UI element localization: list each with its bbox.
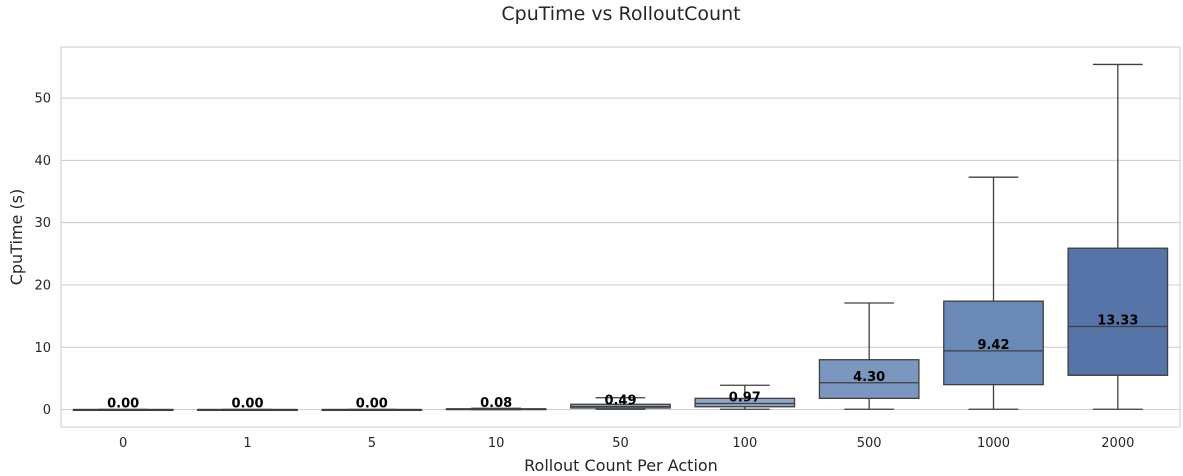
x-axis-label: Rollout Count Per Action: [524, 456, 718, 475]
x-tick-label: 2000: [1101, 436, 1134, 451]
chart-title: CpuTime vs RolloutCount: [501, 3, 740, 25]
x-tick-label: 1000: [977, 436, 1010, 451]
median-label: 0.97: [729, 391, 761, 406]
x-tick-label: 500: [857, 436, 882, 451]
box-group: 4.30: [818, 302, 920, 410]
y-tick-label: 40: [34, 154, 51, 169]
box-group: 9.42: [943, 176, 1044, 410]
x-tick-label: 0: [119, 436, 127, 451]
box-iqr: [818, 359, 920, 399]
box-iqr: [1067, 247, 1169, 376]
x-tick-label: 50: [612, 436, 629, 451]
y-tick-labels: 0 10 20 30 40 50: [34, 92, 51, 418]
box-group: 13.33: [1067, 63, 1169, 410]
median-label: 4.30: [853, 370, 885, 385]
box-group: 0.00: [72, 397, 174, 412]
median-label: 0.08: [480, 396, 512, 411]
x-tick-label: 10: [488, 436, 505, 451]
box-group: 0.97: [694, 384, 796, 410]
y-axis-label: CpuTime (s): [7, 189, 26, 286]
median-label: 0.00: [356, 397, 388, 412]
box-group: 0.08: [445, 396, 547, 411]
boxes: 0.00 0.00 0.00 0.08 0.49 0.97 4.30 9.42 13.33: [72, 63, 1169, 412]
y-tick-label: 20: [34, 278, 51, 293]
box-group: 0.00: [321, 397, 423, 412]
median-label: 13.33: [1097, 314, 1138, 329]
box-iqr: [943, 300, 1044, 386]
box-group: 0.49: [570, 394, 671, 410]
y-tick-label: 10: [34, 341, 51, 356]
y-tick-label: 50: [34, 92, 51, 107]
x-tick-labels: 0 1 5 10 50 100 500 1000 2000: [119, 436, 1134, 451]
median-label: 0.49: [604, 394, 636, 409]
x-tick-label: 1: [243, 436, 251, 451]
box-group: 0.00: [197, 397, 298, 412]
x-tick-label: 5: [368, 436, 376, 451]
median-label: 0.00: [231, 397, 263, 412]
y-tick-label: 0: [43, 403, 51, 418]
median-label: 9.42: [977, 338, 1009, 353]
median-label: 0.00: [107, 397, 139, 412]
box-iqr: [694, 397, 796, 408]
y-tick-label: 30: [34, 216, 51, 231]
plot-frame: [60, 46, 1181, 428]
x-tick-label: 100: [732, 436, 757, 451]
